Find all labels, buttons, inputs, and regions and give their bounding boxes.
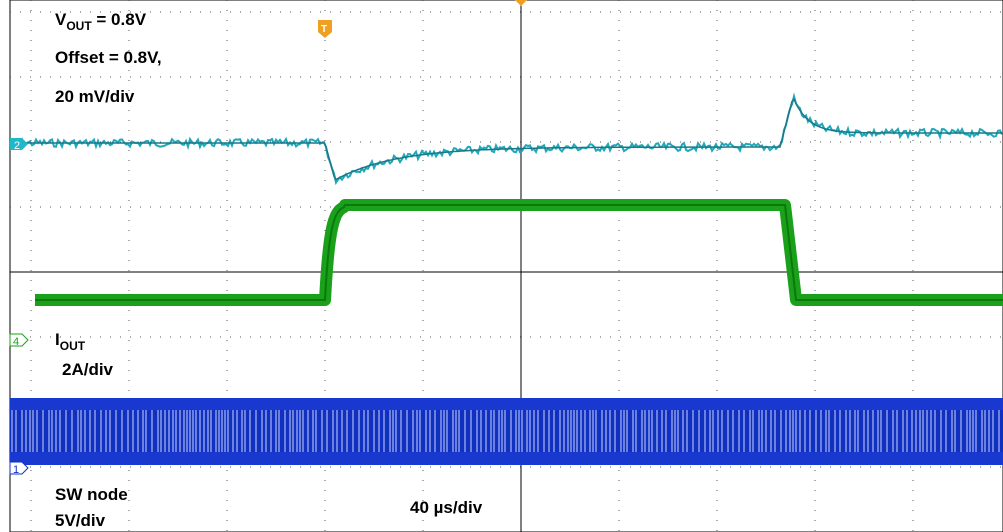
vout-main: V	[55, 10, 67, 29]
page: VOUT = 0.8V Offset = 0.8V, 20 mV/div IOU…	[0, 0, 1003, 532]
sw-label: SW node	[55, 485, 128, 504]
timebase: 40 µs/div	[410, 498, 483, 517]
trigger-marker-text: T	[321, 24, 327, 35]
sw-bottom	[10, 452, 1003, 465]
iout-scale: 2A/div	[62, 360, 114, 379]
ch4-marker-text: 4	[13, 336, 19, 348]
scope-screen: VOUT = 0.8V Offset = 0.8V, 20 mV/div IOU…	[0, 0, 1003, 532]
ch1-marker-text: 1	[13, 464, 19, 476]
vout-scale: 20 mV/div	[55, 87, 135, 106]
ch2-marker-text: 2	[14, 140, 20, 152]
sw-top	[10, 398, 1003, 410]
vout-sub: OUT	[66, 19, 92, 33]
iout-sub: OUT	[60, 339, 86, 353]
vout-value: = 0.8V	[92, 10, 147, 29]
offset-label: Offset = 0.8V,	[55, 48, 162, 67]
sw-scale: 5V/div	[55, 511, 106, 530]
